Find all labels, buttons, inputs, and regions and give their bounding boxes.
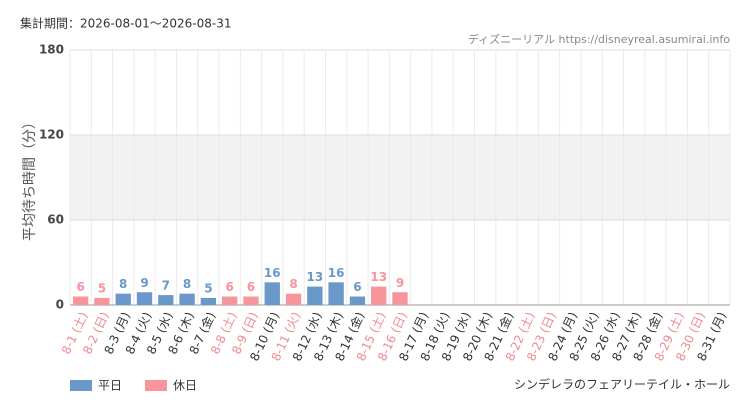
y-tick-label: 60 [47, 213, 64, 227]
value-label: 5 [204, 281, 212, 295]
bar [136, 292, 153, 305]
value-label: 9 [140, 276, 148, 290]
value-label: 8 [289, 277, 297, 291]
bar [371, 286, 387, 305]
bar [222, 296, 238, 305]
bar [72, 296, 89, 305]
value-label: 6 [225, 280, 233, 294]
value-label: 7 [162, 279, 170, 293]
legend-swatch [145, 380, 167, 391]
value-label: 9 [396, 276, 404, 290]
value-label: 6 [353, 280, 361, 294]
value-label: 8 [183, 277, 191, 291]
bar [285, 293, 302, 305]
value-label: 8 [119, 277, 127, 291]
value-label: 16 [264, 266, 281, 280]
bar [200, 297, 217, 305]
value-label: 13 [306, 270, 323, 284]
value-label: 16 [328, 266, 345, 280]
period: 集計期間：2026-08-01～2026-08-31 [20, 16, 231, 31]
y-tick-label: 0 [56, 298, 64, 312]
value-label: 6 [76, 280, 84, 294]
value-label: 6 [247, 280, 255, 294]
bar [94, 297, 110, 305]
value-label: 13 [370, 270, 387, 284]
bar [158, 295, 174, 305]
bar [307, 286, 323, 305]
legend-label: 休日 [173, 379, 197, 393]
bar [179, 293, 195, 305]
bar [328, 282, 344, 305]
bar [115, 293, 131, 305]
legend-label: 平日 [98, 379, 122, 393]
y-tick-label: 180 [39, 43, 64, 57]
y-tick-label: 120 [39, 128, 64, 142]
y-axis-label: 平均待ち時間（分） [22, 115, 38, 241]
bar [392, 292, 408, 305]
legend-swatch [70, 380, 92, 391]
bar [243, 296, 259, 305]
value-label: 5 [98, 281, 106, 295]
source: ディズニーリアル https://disneyreal.asumirai.inf… [468, 32, 730, 46]
bar [349, 296, 366, 305]
bar [264, 282, 280, 305]
attraction: シンデレラのフェアリーテイル・ホール [514, 377, 730, 392]
grid-band [70, 135, 730, 220]
